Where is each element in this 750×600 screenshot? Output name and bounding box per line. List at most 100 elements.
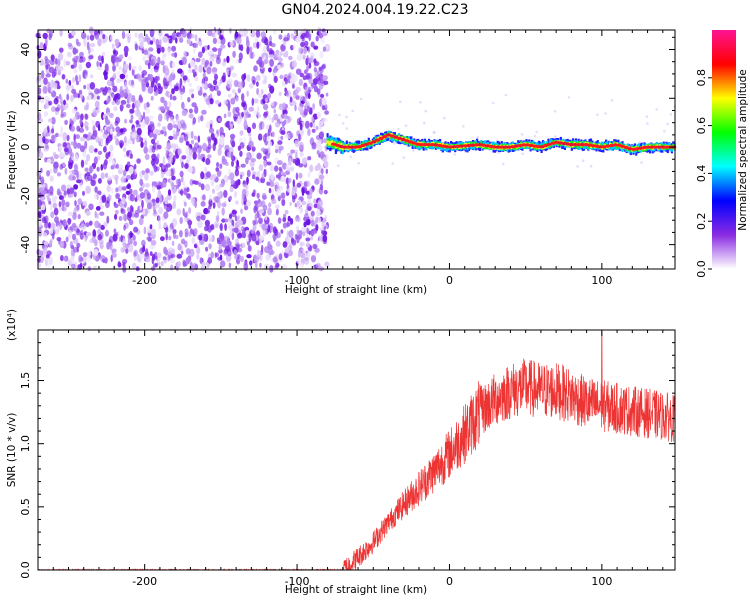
noise-dot [419, 101, 422, 104]
noise-dot [48, 258, 53, 265]
noise-dot [258, 240, 262, 245]
noise-dot [145, 87, 149, 94]
noise-dot [295, 68, 302, 75]
noise-dot [70, 141, 75, 146]
noise-dot [391, 162, 395, 165]
noise-dot [295, 215, 300, 222]
noise-dot [315, 262, 321, 269]
noise-dot [175, 178, 180, 185]
noise-dot [219, 137, 225, 146]
noise-dot [295, 172, 299, 181]
noise-dot [124, 81, 128, 89]
noise-dot [150, 67, 153, 74]
noise-dot [45, 258, 48, 266]
noise-dot [260, 176, 266, 184]
noise-dot [221, 202, 227, 208]
y-tick-label: 1.5 [19, 372, 32, 390]
noise-dot [193, 48, 196, 54]
noise-dot [187, 165, 193, 173]
noise-dot [72, 76, 75, 83]
noise-dot [278, 57, 283, 63]
noise-dot [40, 176, 45, 185]
noise-dot [317, 200, 323, 206]
noise-dot [299, 95, 304, 102]
noise-dot [36, 75, 42, 82]
noise-dot [318, 66, 324, 74]
noise-dot [229, 133, 236, 139]
noise-dot [248, 106, 255, 112]
noise-dot [106, 97, 110, 105]
noise-dot [212, 37, 217, 44]
noise-dot [119, 128, 124, 133]
noise-dot [290, 149, 295, 154]
noise-dot [208, 234, 214, 242]
noise-dot [46, 158, 52, 163]
noise-dot [210, 223, 215, 230]
noise-dot [263, 155, 267, 161]
noise-dot [290, 218, 294, 225]
noise-dot [180, 175, 184, 183]
noise-dot [161, 164, 165, 170]
noise-dot [192, 117, 197, 124]
noise-dot [141, 48, 145, 54]
noise-dot [271, 198, 277, 205]
noise-dot [247, 245, 252, 252]
noise-dot [204, 76, 209, 82]
noise-dot [125, 190, 131, 195]
noise-dot [197, 152, 201, 160]
noise-dot [42, 136, 46, 144]
noise-dot [178, 260, 181, 268]
noise-dot [207, 154, 212, 159]
noise-dot [229, 245, 234, 250]
noise-dot [230, 151, 234, 160]
noise-dot [104, 63, 109, 72]
noise-dot [268, 67, 272, 73]
noise-dot [190, 131, 194, 139]
noise-dot [231, 232, 235, 241]
noise-dot [132, 262, 137, 270]
noise-dot [236, 36, 242, 45]
noise-dot [246, 169, 251, 177]
noise-dot [97, 234, 102, 241]
noise-dot [209, 55, 215, 62]
noise-dot [121, 30, 126, 40]
noise-dot [188, 207, 192, 214]
noise-dot [116, 70, 121, 77]
noise-dot [296, 258, 301, 265]
noise-dot [280, 175, 286, 182]
noise-dot [71, 108, 77, 114]
noise-dot [265, 124, 270, 130]
noise-dot [315, 224, 319, 231]
noise-dot [288, 242, 293, 251]
noise-dot [163, 53, 167, 57]
noise-dot [106, 79, 113, 87]
noise-dot [72, 47, 77, 55]
noise-dot [164, 226, 169, 234]
noise-dot [275, 240, 281, 247]
noise-dot [297, 47, 302, 54]
noise-dot [238, 44, 241, 51]
noise-dot [113, 72, 116, 80]
noise-dot [66, 86, 70, 94]
noise-dot [76, 142, 81, 149]
noise-dot [190, 33, 195, 39]
noise-dot [114, 213, 118, 220]
noise-dot [109, 77, 115, 82]
noise-dot [68, 32, 72, 39]
noise-dot [287, 249, 293, 257]
noise-dot [157, 181, 162, 186]
noise-dot [243, 227, 246, 233]
noise-dot [286, 230, 289, 237]
noise-dot [231, 209, 237, 218]
noise-dot [159, 106, 165, 111]
noise-dot [242, 180, 246, 185]
noise-dot [85, 232, 92, 237]
noise-dot [65, 78, 69, 84]
noise-dot [100, 172, 105, 180]
noise-dot [149, 251, 153, 256]
noise-dot [285, 164, 290, 171]
noise-dot [233, 190, 238, 198]
noise-dot [269, 58, 274, 67]
noise-dot [197, 115, 201, 123]
noise-dot [134, 32, 138, 38]
